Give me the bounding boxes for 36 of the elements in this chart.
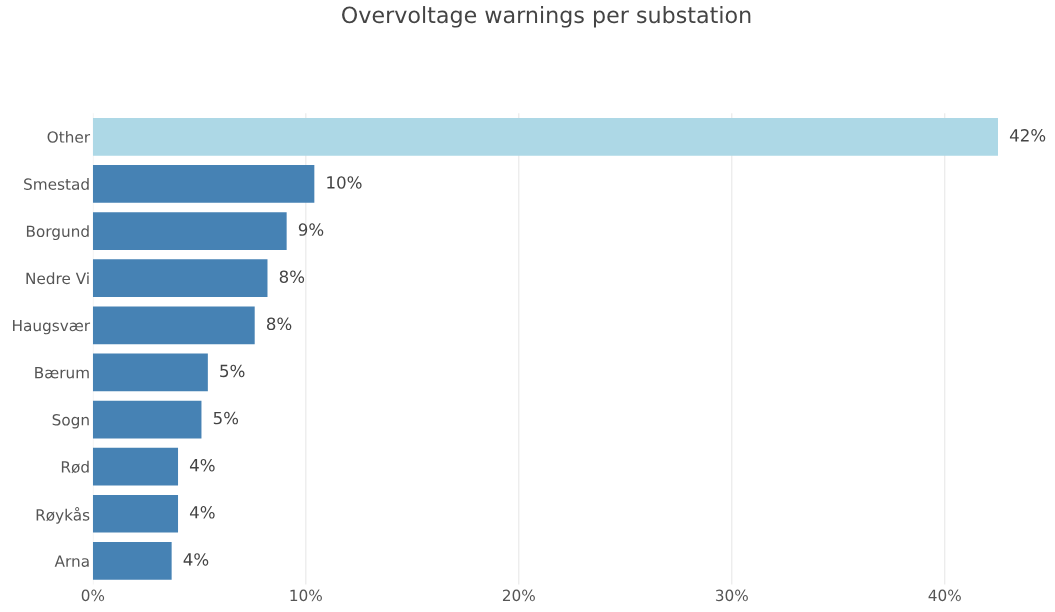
- x-tick-label: 10%: [290, 589, 322, 602]
- data-label: 4%: [189, 506, 215, 519]
- data-label: 10%: [327, 176, 362, 189]
- x-tick-label: 0%: [81, 589, 105, 602]
- y-tick-label: Other: [47, 130, 91, 143]
- bar: [92, 542, 172, 580]
- bar: [92, 306, 255, 345]
- y-tick-label: Rød: [61, 460, 89, 474]
- bar: [92, 353, 208, 392]
- bar: [92, 165, 315, 203]
- x-tick-label: 20%: [502, 589, 535, 602]
- y-tick-label: Arna: [54, 555, 89, 567]
- data-label: 4%: [189, 458, 215, 472]
- x-tick-label: 40%: [928, 589, 961, 602]
- y-tick-label: Borgund: [26, 225, 89, 241]
- y-tick-label: Smestad: [24, 178, 89, 190]
- y-tick-label: Sogn: [52, 413, 89, 429]
- data-label: 42%: [1009, 129, 1046, 142]
- bar: [92, 212, 287, 250]
- y-tick-label: Haugsvær: [13, 319, 91, 335]
- bar: [92, 400, 202, 439]
- bar: [92, 117, 999, 156]
- x-tick-label: 30%: [715, 589, 748, 602]
- data-label: 4%: [183, 553, 209, 566]
- data-label: 8%: [266, 317, 292, 331]
- y-tick-label: Røykås: [36, 507, 90, 524]
- y-tick-label: Bærum: [35, 367, 89, 379]
- data-label: 9%: [298, 223, 324, 236]
- data-label: 5%: [213, 411, 239, 425]
- y-tick-label: Nedre Vi: [26, 272, 89, 285]
- bar: [92, 447, 179, 486]
- bar: [92, 259, 268, 297]
- data-label: 8%: [279, 270, 305, 283]
- bar: [92, 494, 179, 533]
- chart-title: Overvoltage warnings per substation: [342, 6, 751, 28]
- data-label: 5%: [220, 364, 245, 378]
